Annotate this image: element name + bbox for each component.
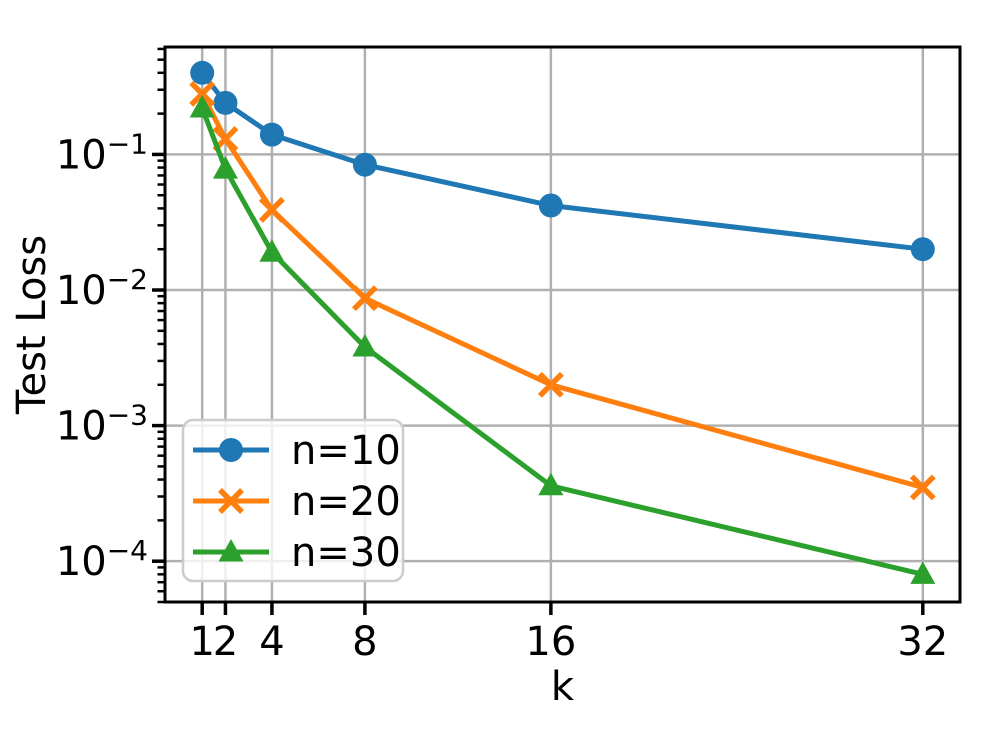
legend-entry-n30: n=30	[193, 530, 401, 576]
x-axis-label: k	[551, 664, 575, 710]
legend-label: n=20	[291, 479, 401, 525]
legend-label: n=10	[291, 428, 401, 474]
legend-entry-n20: n=20	[193, 479, 401, 525]
triangle-marker	[538, 472, 564, 496]
x-marker	[218, 488, 244, 514]
x-tick-label: 16	[525, 619, 576, 665]
triangle-marker	[218, 539, 244, 562]
x-tick-label: 8	[352, 619, 377, 665]
y-tick-label: 10−2	[56, 263, 148, 314]
series-line	[199, 107, 924, 577]
x-marker	[258, 196, 285, 223]
triangle-marker	[259, 239, 285, 262]
triangle-marker	[352, 333, 378, 357]
legend: n=10 n=20 n=30	[181, 418, 405, 583]
x-tick-label: 32	[897, 619, 948, 665]
circle-marker	[352, 152, 377, 177]
y-axis-label: Test Loss	[9, 235, 55, 415]
circle-marker	[259, 122, 284, 147]
circle-marker	[213, 90, 238, 115]
plot-frame	[163, 45, 962, 604]
triangle-marker	[212, 156, 238, 179]
x-marker	[537, 371, 564, 398]
tick-labels: 12 4 8 16 32 10−1 10−2 10−3 10−4	[56, 127, 948, 665]
x-tick-label: 1	[189, 619, 214, 665]
circle-marker	[190, 60, 215, 85]
x-marker	[189, 80, 216, 107]
circle-marker	[219, 438, 243, 462]
circle-marker	[538, 193, 563, 218]
triangle-marker	[910, 561, 936, 584]
y-tick-label: 10−4	[56, 534, 148, 585]
y-tick-label: 10−1	[56, 127, 148, 178]
series-n10	[190, 60, 935, 262]
x-tick-label: 4	[259, 619, 284, 665]
series-n30	[189, 95, 936, 584]
x-marker	[351, 285, 378, 312]
x-tick-label: 2	[213, 619, 238, 665]
y-tick-label: 10−3	[56, 399, 148, 450]
legend-box	[181, 418, 405, 583]
triangle-marker	[189, 95, 215, 118]
x-marker	[909, 474, 936, 501]
axis-ticks	[152, 47, 925, 615]
legend-entry-n10: n=10	[193, 428, 401, 474]
series-n20	[189, 80, 936, 501]
circle-marker	[910, 237, 935, 262]
legend-label: n=30	[291, 530, 401, 576]
